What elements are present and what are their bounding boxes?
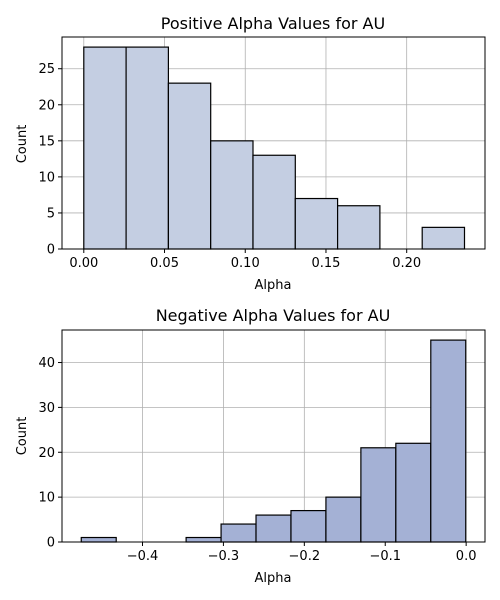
y-tick-label: 10: [38, 491, 55, 506]
plot-frame: [61, 329, 486, 543]
y-tick-label: 20: [38, 98, 55, 113]
y-tick-label: 10: [38, 170, 55, 185]
histogram-bar: [252, 154, 296, 250]
x-axis-label: Alpha: [255, 278, 292, 293]
y-tick-label: 5: [47, 206, 55, 221]
chart-title: Negative Alpha Values for AU: [156, 306, 391, 325]
histogram-bar: [325, 496, 362, 543]
x-axis-label: Alpha: [255, 571, 292, 586]
chart-title: Positive Alpha Values for AU: [161, 14, 385, 33]
x-tick-label: 0.00: [69, 256, 98, 271]
x-tick-label: −0.4: [127, 549, 159, 564]
histogram-bar: [395, 442, 432, 543]
histogram-bar: [125, 46, 169, 250]
positive-alpha-histogram: Positive Alpha Values for AU Alpha Count…: [15, 14, 486, 293]
x-tick-label: −0.3: [208, 549, 240, 564]
y-axis-label: Count: [15, 417, 30, 456]
x-tick-label: −0.2: [289, 549, 321, 564]
histogram-bar: [185, 536, 222, 543]
histogram-bar: [83, 46, 127, 250]
plot-frame: [61, 36, 486, 250]
histogram-bar: [421, 226, 466, 250]
y-tick-label: 0: [47, 243, 55, 258]
y-tick-label: 40: [38, 356, 55, 371]
histogram-bar: [360, 447, 397, 543]
x-tick-label: 0.20: [392, 256, 421, 271]
y-tick-label: 0: [47, 536, 55, 551]
histogram-bar: [290, 509, 327, 543]
x-tick-label: 0.0: [456, 549, 477, 564]
histogram-bar: [255, 514, 292, 543]
histogram-bar: [430, 339, 467, 543]
x-tick-label: −0.1: [369, 549, 401, 564]
y-tick-label: 30: [38, 401, 55, 416]
y-tick-label: 15: [38, 134, 55, 149]
histogram-bar: [336, 205, 381, 250]
y-tick-label: 20: [38, 446, 55, 461]
x-tick-label: 0.05: [150, 256, 179, 271]
histogram-bar: [80, 536, 117, 543]
y-axis-label: Count: [15, 125, 30, 164]
x-tick-label: 0.10: [231, 256, 260, 271]
x-tick-label: 0.15: [311, 256, 340, 271]
histogram-bar: [220, 523, 257, 543]
negative-alpha-histogram: Negative Alpha Values for AU Alpha Count…: [15, 306, 486, 586]
histogram-bar: [210, 140, 254, 250]
histogram-bar: [294, 197, 339, 250]
y-tick-label: 25: [38, 62, 55, 77]
histogram-bar: [167, 82, 212, 250]
